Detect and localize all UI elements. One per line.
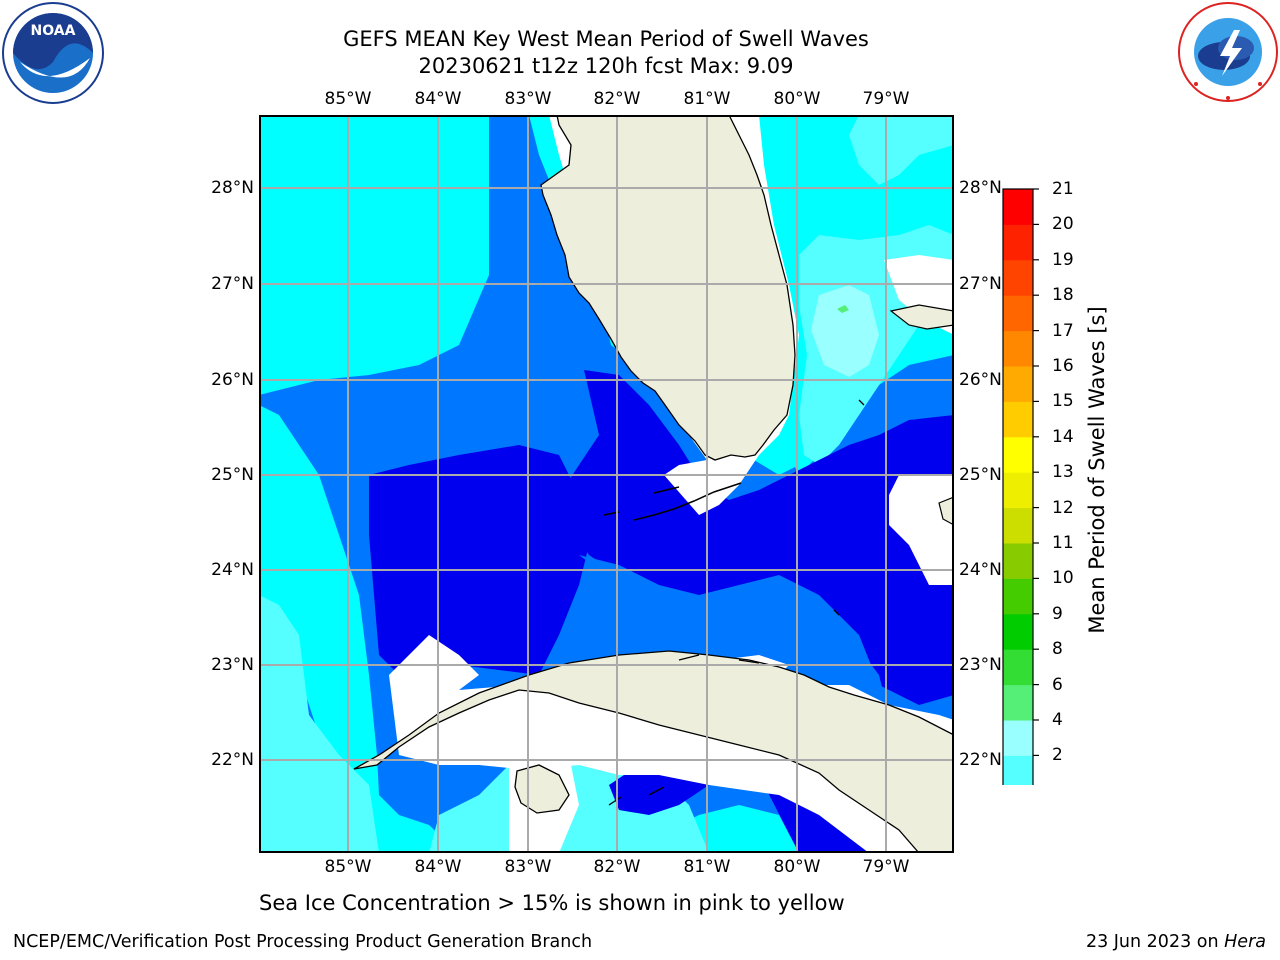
colorbar-tick-label: 13 [1052,462,1074,483]
colorbar [1002,188,1039,785]
lat-label-right: 22°N [959,750,1002,770]
lat-label-left: 26°N [211,370,254,390]
lon-label-bottom: 83°W [504,857,552,877]
colorbar-tick-label: 18 [1052,285,1074,306]
lon-label-bottom: 85°W [324,857,372,877]
colorbar-bin [1003,330,1033,367]
colorbar-bin [1003,507,1033,544]
lon-label-top: 79°W [862,89,910,109]
swell-field-6-8 [849,115,954,185]
colorbar-bin [1003,295,1033,332]
footer-date-text: 23 Jun 2023 on [1085,932,1225,952]
swell-field-below-2-b [369,445,589,675]
lon-label-top: 85°W [324,89,372,109]
florida-land [540,115,796,461]
cuba-land [353,650,954,853]
colorbar-bin [1003,401,1033,438]
chart-subtitle: 20230621 t12z 120h fcst Max: 9.09 [418,54,794,78]
bahamas-cays [608,399,865,806]
colorbar-tick-label: 10 [1052,568,1074,589]
colorbar-bin [1003,436,1033,473]
bahamas-land-b [938,496,954,526]
lat-label-left: 24°N [211,560,254,580]
lat-label-left: 27°N [211,274,254,294]
colorbar-tick-label: 11 [1052,533,1074,553]
lon-label-bottom: 79°W [862,857,910,877]
colorbar-bin [1003,578,1033,615]
colorbar-bin [1003,543,1033,579]
colorbar-bin [1003,224,1033,261]
lon-label-bottom: 81°W [683,857,731,877]
noaa-logo: NOAA [2,2,104,104]
lat-label-right: 27°N [959,274,1002,294]
colorbar-tick-label: 17 [1052,320,1074,341]
lon-label-bottom: 82°W [593,857,641,877]
lat-label-right: 26°N [959,370,1002,390]
colorbar-tick-label: 20 [1052,214,1074,235]
colorbar-tick-label: 6 [1052,674,1063,695]
bahamas-land [889,304,954,330]
lat-label-left: 22°N [211,750,254,770]
colorbar-tick-label: 8 [1052,639,1063,660]
map-plot [259,115,954,853]
nws-logo [1178,2,1278,102]
map-grid [259,115,954,853]
colorbar-bin [1003,649,1033,686]
lat-label-left: 28°N [211,178,254,198]
swell-field-2-4-gulf [579,555,889,715]
footer-date: 23 Jun 2023 on Hera [1086,932,1266,952]
colorbar-tick-label: 12 [1052,497,1074,518]
footer-host: Hera [1224,932,1266,952]
colorbar-tick-label: 19 [1052,249,1074,270]
lon-label-top: 81°W [683,89,731,109]
chart-title: GEFS MEAN Key West Mean Period of Swell … [343,27,869,51]
lon-label-top: 82°W [593,89,641,109]
colorbar-tick-label: 9 [1052,603,1063,624]
lat-label-right: 25°N [959,465,1002,485]
colorbar-bin [1003,259,1033,296]
colorbar-bin [1003,755,1033,785]
colorbar-label: Mean Period of Swell Waves [s] [1085,306,1109,634]
colorbar-tick-label: 14 [1052,426,1074,447]
colorbar-bin [1003,472,1033,509]
swell-field-8-9 [837,305,849,313]
colorbar-bin [1003,684,1033,721]
lat-label-right: 24°N [959,560,1002,580]
colorbar-tick-label: 2 [1052,745,1063,766]
lat-label-right: 28°N [959,178,1002,198]
sea-ice-note: Sea Ice Concentration > 15% is shown in … [259,891,845,915]
lon-label-bottom: 84°W [414,857,462,877]
lat-label-right: 23°N [959,655,1002,675]
colorbar-tick-label: 16 [1052,356,1074,376]
colorbar-bin [1003,613,1033,650]
colorbar-tick-label: 21 [1052,179,1074,199]
map-frame [259,115,954,853]
swell-field-below-2 [559,370,954,705]
colorbar-bin [1003,720,1033,756]
colorbar-tick-label: 15 [1052,391,1074,412]
lon-label-bottom: 80°W [773,857,821,877]
lat-label-left: 25°N [211,465,254,485]
colorbar-tick-label: 4 [1052,710,1063,730]
colorbar-bin [1003,366,1033,402]
footer-credit: NCEP/EMC/Verification Post Processing Pr… [13,932,593,952]
lon-label-top: 83°W [504,89,552,109]
lon-label-top: 80°W [773,89,821,109]
lat-label-left: 23°N [211,655,254,675]
noaa-logo-text: NOAA [31,23,76,39]
florida-keys [633,482,742,521]
lon-label-top: 84°W [414,89,462,109]
swell-field-6-8-c [811,285,879,377]
colorbar-bin [1003,189,1033,225]
